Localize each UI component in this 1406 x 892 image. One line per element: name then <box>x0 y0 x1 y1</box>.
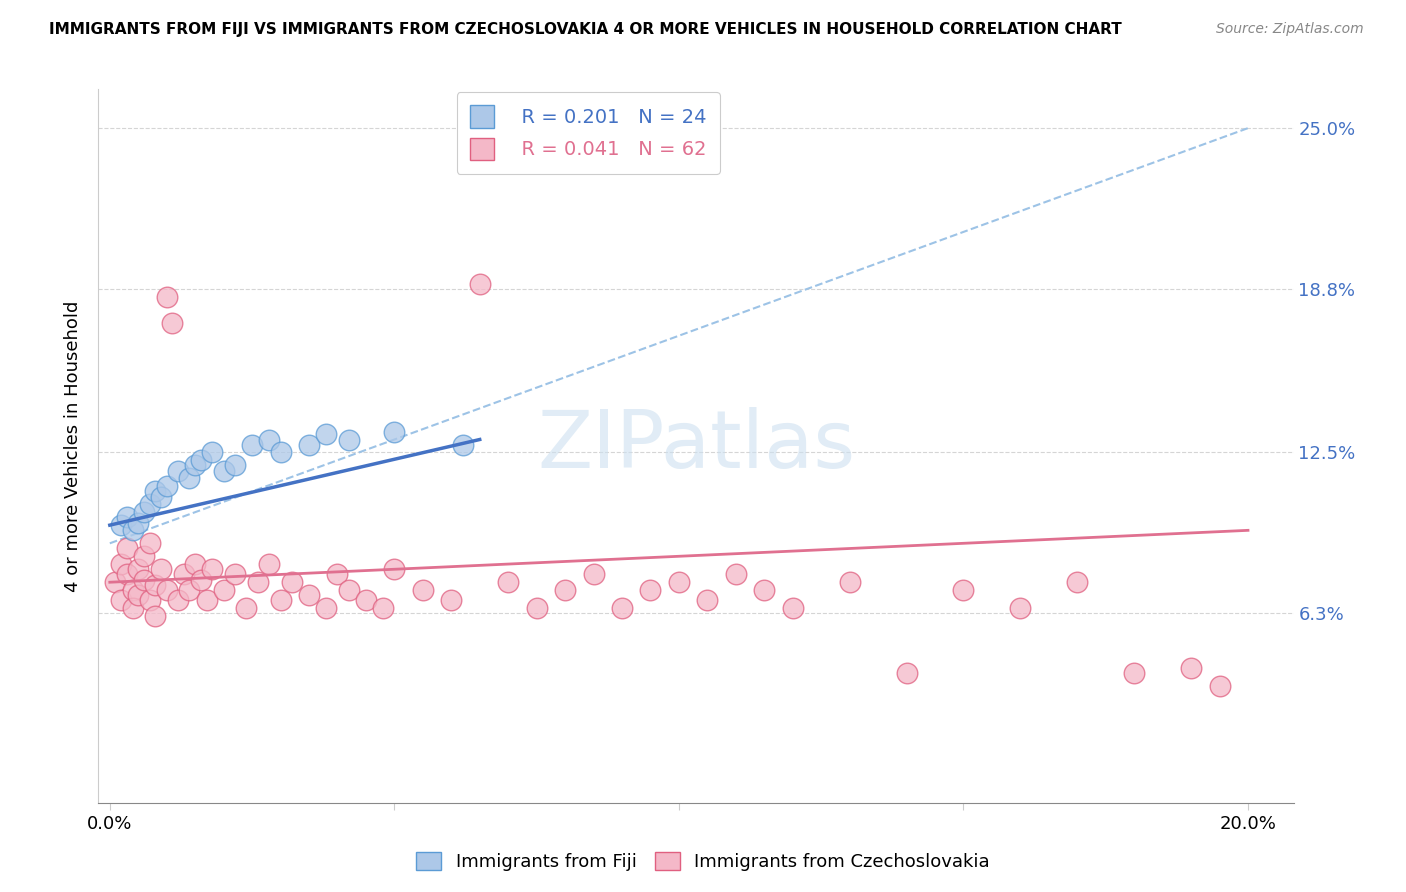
Point <box>167 593 190 607</box>
Point <box>1208 679 1230 693</box>
Point <box>110 518 132 533</box>
Point <box>554 582 576 597</box>
Point <box>190 573 212 587</box>
Point <box>382 425 405 439</box>
Point <box>127 588 149 602</box>
Point <box>132 573 155 587</box>
Point <box>156 582 179 597</box>
Point <box>235 601 257 615</box>
Point <box>1180 661 1202 675</box>
Point <box>138 536 160 550</box>
Point <box>382 562 405 576</box>
Point <box>127 562 149 576</box>
Point <box>150 562 173 576</box>
Point <box>270 593 292 607</box>
Point <box>281 575 304 590</box>
Point <box>468 277 491 291</box>
Point <box>138 593 160 607</box>
Point <box>782 601 804 615</box>
Point <box>143 578 166 592</box>
Point <box>110 557 132 571</box>
Point <box>257 433 280 447</box>
Point <box>179 471 201 485</box>
Y-axis label: 4 or more Vehicles in Household: 4 or more Vehicles in Household <box>65 301 83 591</box>
Point <box>337 582 360 597</box>
Point <box>104 575 127 590</box>
Text: IMMIGRANTS FROM FIJI VS IMMIGRANTS FROM CZECHOSLOVAKIA 4 OR MORE VEHICLES IN HOU: IMMIGRANTS FROM FIJI VS IMMIGRANTS FROM … <box>49 22 1122 37</box>
Point <box>1066 575 1088 590</box>
Point <box>224 458 246 473</box>
Point <box>212 582 235 597</box>
Point <box>582 567 605 582</box>
Point <box>150 490 173 504</box>
Point <box>354 593 377 607</box>
Text: ZIPatlas: ZIPatlas <box>537 407 855 485</box>
Point <box>440 593 463 607</box>
Point <box>156 290 179 304</box>
Point <box>127 516 149 530</box>
Point <box>640 582 662 597</box>
Point <box>1010 601 1032 615</box>
Point <box>115 510 138 524</box>
Point <box>610 601 633 615</box>
Point <box>257 557 280 571</box>
Point <box>212 464 235 478</box>
Point <box>412 582 434 597</box>
Point <box>724 567 747 582</box>
Point <box>138 497 160 511</box>
Point <box>526 601 548 615</box>
Legend:   R = 0.201   N = 24,   R = 0.041   N = 62: R = 0.201 N = 24, R = 0.041 N = 62 <box>457 92 720 174</box>
Point <box>451 438 474 452</box>
Point <box>115 567 138 582</box>
Legend: Immigrants from Fiji, Immigrants from Czechoslovakia: Immigrants from Fiji, Immigrants from Cz… <box>409 845 997 879</box>
Point <box>696 593 718 607</box>
Point <box>838 575 860 590</box>
Point <box>224 567 246 582</box>
Point <box>167 464 190 478</box>
Point <box>201 445 224 459</box>
Point <box>270 445 292 459</box>
Point <box>110 593 132 607</box>
Point <box>337 433 360 447</box>
Point <box>754 582 776 597</box>
Point <box>143 609 166 624</box>
Point <box>173 567 195 582</box>
Point <box>668 575 690 590</box>
Point <box>156 479 179 493</box>
Point <box>115 541 138 556</box>
Point <box>143 484 166 499</box>
Point <box>246 575 269 590</box>
Point <box>132 505 155 519</box>
Point <box>121 524 143 538</box>
Point <box>184 557 207 571</box>
Point <box>326 567 349 582</box>
Point <box>315 427 337 442</box>
Point <box>184 458 207 473</box>
Point <box>496 575 519 590</box>
Text: Source: ZipAtlas.com: Source: ZipAtlas.com <box>1216 22 1364 37</box>
Point <box>179 582 201 597</box>
Point <box>298 588 321 602</box>
Point <box>190 453 212 467</box>
Point <box>121 601 143 615</box>
Point <box>162 316 184 330</box>
Point <box>132 549 155 564</box>
Point <box>952 582 974 597</box>
Point <box>298 438 321 452</box>
Point <box>240 438 263 452</box>
Point <box>195 593 218 607</box>
Point <box>371 601 394 615</box>
Point <box>201 562 224 576</box>
Point <box>1123 666 1146 681</box>
Point <box>121 582 143 597</box>
Point <box>315 601 337 615</box>
Point <box>896 666 918 681</box>
